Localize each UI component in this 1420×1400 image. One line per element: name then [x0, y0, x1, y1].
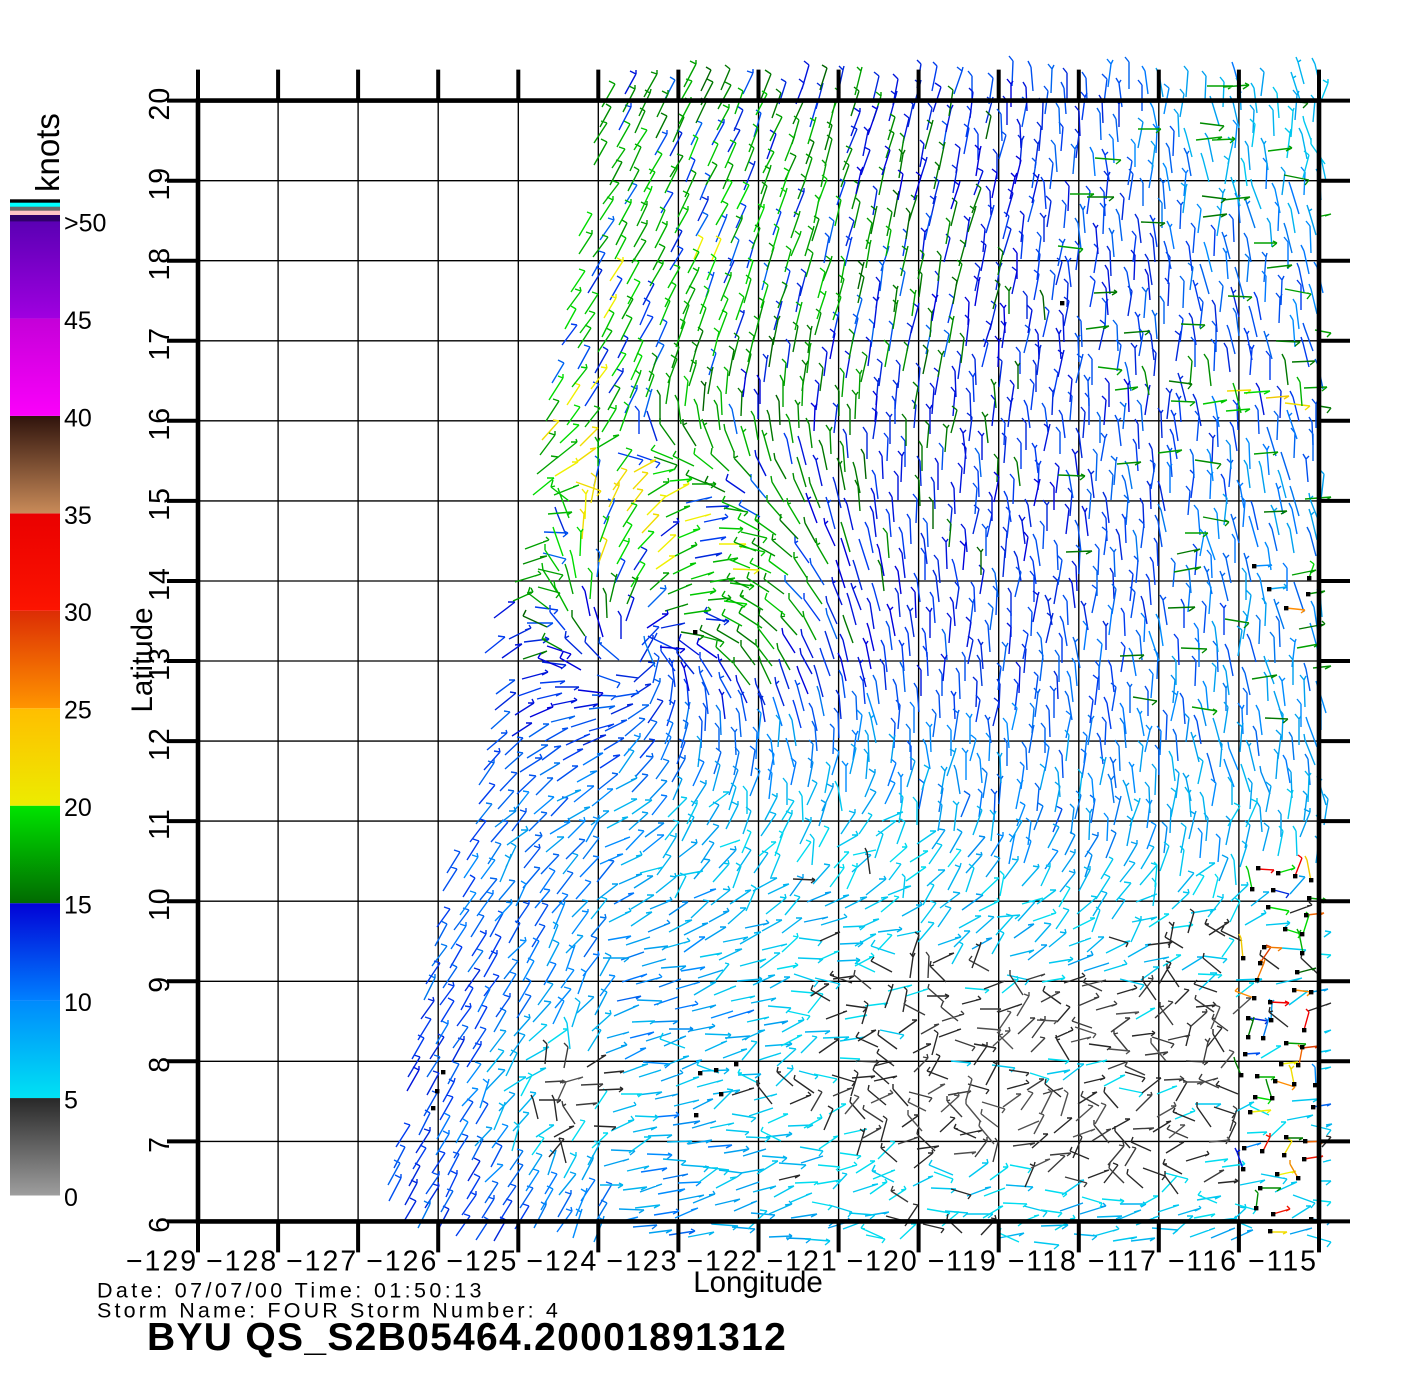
svg-text:20: 20: [144, 87, 176, 121]
svg-text:20: 20: [64, 794, 92, 822]
svg-text:5: 5: [64, 1087, 78, 1115]
svg-text:−121: −121: [766, 1246, 838, 1278]
svg-text:−126: −126: [366, 1246, 438, 1278]
svg-text:−116: −116: [1168, 1246, 1238, 1278]
svg-text:−118: −118: [1008, 1246, 1078, 1278]
svg-text:15: 15: [144, 487, 176, 521]
svg-text:25: 25: [64, 697, 92, 725]
svg-text:−117: −117: [1088, 1246, 1158, 1278]
svg-text:−123: −123: [606, 1246, 678, 1278]
svg-text:7: 7: [144, 1136, 176, 1153]
svg-text:35: 35: [64, 502, 92, 530]
svg-text:−128: −128: [206, 1246, 278, 1278]
svg-text:40: 40: [64, 404, 92, 432]
svg-text:Longitude: Longitude: [693, 1266, 823, 1299]
svg-text:knots: knots: [29, 113, 66, 192]
svg-text:−124: −124: [526, 1246, 598, 1278]
svg-text:13: 13: [144, 647, 176, 681]
svg-text:8: 8: [144, 1056, 176, 1073]
svg-text:18: 18: [144, 247, 176, 281]
svg-text:14: 14: [144, 567, 176, 601]
svg-text:>50: >50: [64, 209, 106, 237]
svg-text:BYU QS_S2B05464.20001891312: BYU QS_S2B05464.20001891312: [147, 1316, 787, 1359]
svg-text:30: 30: [64, 599, 92, 627]
svg-text:16: 16: [144, 407, 176, 441]
svg-text:−127: −127: [286, 1246, 358, 1278]
svg-text:−119: −119: [928, 1246, 998, 1278]
svg-text:10: 10: [64, 989, 92, 1017]
svg-text:19: 19: [144, 167, 176, 201]
svg-text:9: 9: [144, 976, 176, 993]
svg-text:15: 15: [64, 892, 92, 920]
svg-text:−115: −115: [1248, 1246, 1318, 1278]
svg-text:6: 6: [144, 1216, 176, 1233]
svg-text:Storm Name: FOUR Storm N: Storm Name: FOUR Storm Number: 4: [97, 1299, 561, 1323]
svg-text:45: 45: [64, 307, 92, 335]
svg-text:11: 11: [144, 808, 176, 840]
svg-text:10: 10: [144, 887, 176, 921]
svg-text:−125: −125: [446, 1246, 518, 1278]
svg-text:Latitude: Latitude: [126, 608, 159, 713]
svg-text:−122: −122: [686, 1246, 758, 1278]
svg-text:Date: 07/07/00 Time: 01:5: Date: 07/07/00 Time: 01:50:13: [97, 1279, 485, 1303]
svg-text:−129: −129: [126, 1246, 198, 1278]
svg-text:17: 17: [144, 327, 176, 361]
svg-text:0: 0: [64, 1184, 78, 1212]
svg-text:−120: −120: [846, 1246, 918, 1278]
svg-text:12: 12: [144, 727, 176, 761]
